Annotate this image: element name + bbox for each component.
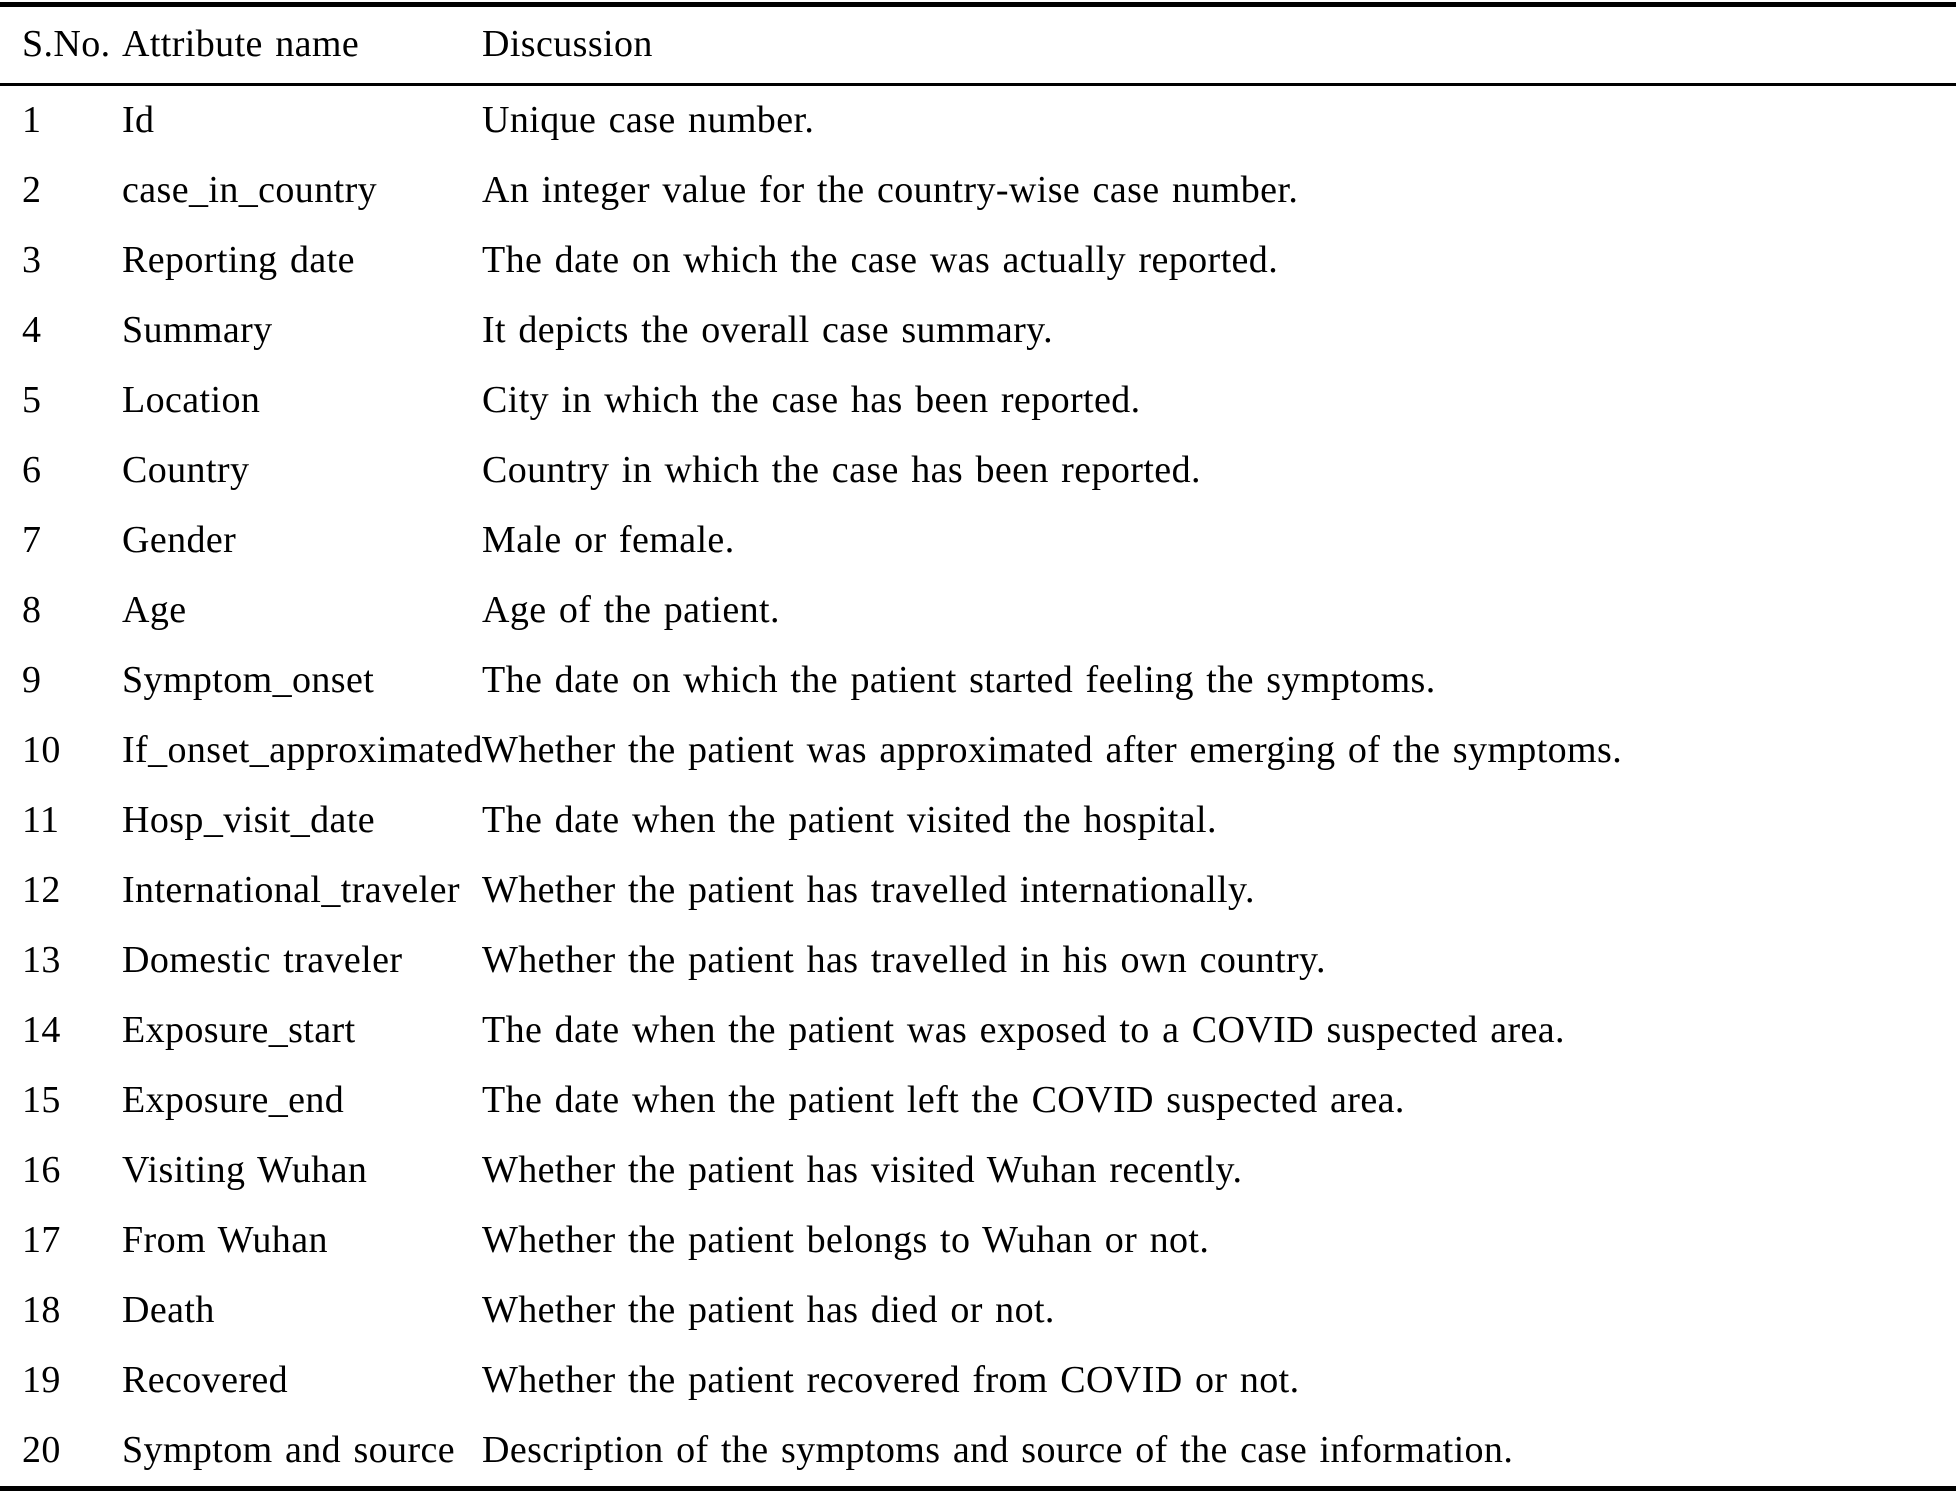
- sno-cell: 13: [22, 939, 61, 982]
- table-row: 20 Symptom and source Description of the…: [0, 1416, 1956, 1486]
- sno-cell: 19: [22, 1359, 61, 1402]
- table-header-row: S.No. Attribute name Discussion: [0, 7, 1956, 83]
- discussion-cell: The date on which the case was actually …: [482, 239, 1279, 282]
- sno-cell: 10: [22, 729, 61, 772]
- table-row: 16 Visiting Wuhan Whether the patient ha…: [0, 1136, 1956, 1206]
- attribute-cell: Reporting date: [122, 239, 355, 282]
- discussion-cell: City in which the case has been reported…: [482, 379, 1141, 422]
- sno-cell: 18: [22, 1289, 61, 1332]
- sno-cell: 1: [22, 99, 42, 142]
- discussion-cell: Country in which the case has been repor…: [482, 449, 1201, 492]
- sno-cell: 2: [22, 169, 42, 212]
- table-row: 12 International_traveler Whether the pa…: [0, 856, 1956, 926]
- discussion-cell: Description of the symptoms and source o…: [482, 1429, 1514, 1472]
- table-row: 8 Age Age of the patient.: [0, 576, 1956, 646]
- attribute-cell: Id: [122, 99, 155, 142]
- attribute-cell: International_traveler: [122, 869, 460, 912]
- attribute-cell: Death: [122, 1289, 215, 1332]
- table-row: 1 Id Unique case number.: [0, 86, 1956, 156]
- discussion-cell: Whether the patient was approximated aft…: [482, 729, 1623, 772]
- sno-cell: 4: [22, 309, 42, 352]
- attribute-cell: Hosp_visit_date: [122, 799, 375, 842]
- discussion-cell: It depicts the overall case summary.: [482, 309, 1054, 352]
- sno-cell: 16: [22, 1149, 61, 1192]
- discussion-cell: Whether the patient has travelled intern…: [482, 869, 1255, 912]
- table-body: 1 Id Unique case number. 2 case_in_count…: [0, 86, 1956, 1486]
- attribute-cell: Country: [122, 449, 250, 492]
- attribute-cell: Exposure_end: [122, 1079, 345, 1122]
- sno-cell: 3: [22, 239, 42, 282]
- table-row: 6 Country Country in which the case has …: [0, 436, 1956, 506]
- column-header-sno: S.No.: [22, 23, 111, 66]
- table-row: 13 Domestic traveler Whether the patient…: [0, 926, 1956, 996]
- discussion-cell: Age of the patient.: [482, 589, 780, 632]
- attribute-cell: Symptom_onset: [122, 659, 375, 702]
- sno-cell: 20: [22, 1429, 61, 1472]
- discussion-cell: Male or female.: [482, 519, 735, 562]
- attribute-cell: case_in_country: [122, 169, 378, 212]
- attribute-cell: Summary: [122, 309, 273, 352]
- column-header-attribute: Attribute name: [122, 23, 360, 66]
- discussion-cell: Whether the patient has visited Wuhan re…: [482, 1149, 1243, 1192]
- table-row: 15 Exposure_end The date when the patien…: [0, 1066, 1956, 1136]
- header-divider: [0, 83, 1956, 86]
- attribute-cell: Symptom and source: [122, 1429, 456, 1472]
- sno-cell: 14: [22, 1009, 61, 1052]
- discussion-cell: Whether the patient has travelled in his…: [482, 939, 1326, 982]
- attribute-cell: If_onset_approximated: [122, 729, 483, 772]
- attribute-cell: From Wuhan: [122, 1219, 328, 1262]
- table-row: 4 Summary It depicts the overall case su…: [0, 296, 1956, 366]
- sno-cell: 9: [22, 659, 42, 702]
- sno-cell: 6: [22, 449, 42, 492]
- sno-cell: 17: [22, 1219, 61, 1262]
- attribute-cell: Location: [122, 379, 261, 422]
- sno-cell: 11: [22, 799, 60, 842]
- attribute-cell: Exposure_start: [122, 1009, 356, 1052]
- table-row: 10 If_onset_approximated Whether the pat…: [0, 716, 1956, 786]
- attribute-cell: Age: [122, 589, 187, 632]
- table-row: 3 Reporting date The date on which the c…: [0, 226, 1956, 296]
- table-row: 18 Death Whether the patient has died or…: [0, 1276, 1956, 1346]
- attribute-cell: Visiting Wuhan: [122, 1149, 368, 1192]
- table-row: 19 Recovered Whether the patient recover…: [0, 1346, 1956, 1416]
- discussion-cell: Unique case number.: [482, 99, 815, 142]
- discussion-cell: An integer value for the country-wise ca…: [482, 169, 1299, 212]
- discussion-cell: Whether the patient has died or not.: [482, 1289, 1055, 1332]
- sno-cell: 8: [22, 589, 42, 632]
- table-row: 17 From Wuhan Whether the patient belong…: [0, 1206, 1956, 1276]
- sno-cell: 12: [22, 869, 61, 912]
- table-row: 9 Symptom_onset The date on which the pa…: [0, 646, 1956, 716]
- discussion-cell: The date when the patient was exposed to…: [482, 1009, 1565, 1052]
- table-row: 14 Exposure_start The date when the pati…: [0, 996, 1956, 1066]
- attribute-cell: Gender: [122, 519, 237, 562]
- table-row: 11 Hosp_visit_date The date when the pat…: [0, 786, 1956, 856]
- discussion-cell: The date on which the patient started fe…: [482, 659, 1436, 702]
- sno-cell: 5: [22, 379, 42, 422]
- discussion-cell: The date when the patient left the COVID…: [482, 1079, 1405, 1122]
- column-header-discussion: Discussion: [482, 23, 653, 66]
- table-row: 5 Location City in which the case has be…: [0, 366, 1956, 436]
- sno-cell: 15: [22, 1079, 61, 1122]
- attribute-cell: Recovered: [122, 1359, 289, 1402]
- discussion-cell: Whether the patient belongs to Wuhan or …: [482, 1219, 1210, 1262]
- table-row: 2 case_in_country An integer value for t…: [0, 156, 1956, 226]
- table-row: 7 Gender Male or female.: [0, 506, 1956, 576]
- discussion-cell: The date when the patient visited the ho…: [482, 799, 1217, 842]
- sno-cell: 7: [22, 519, 42, 562]
- attribute-cell: Domestic traveler: [122, 939, 403, 982]
- discussion-cell: Whether the patient recovered from COVID…: [482, 1359, 1300, 1402]
